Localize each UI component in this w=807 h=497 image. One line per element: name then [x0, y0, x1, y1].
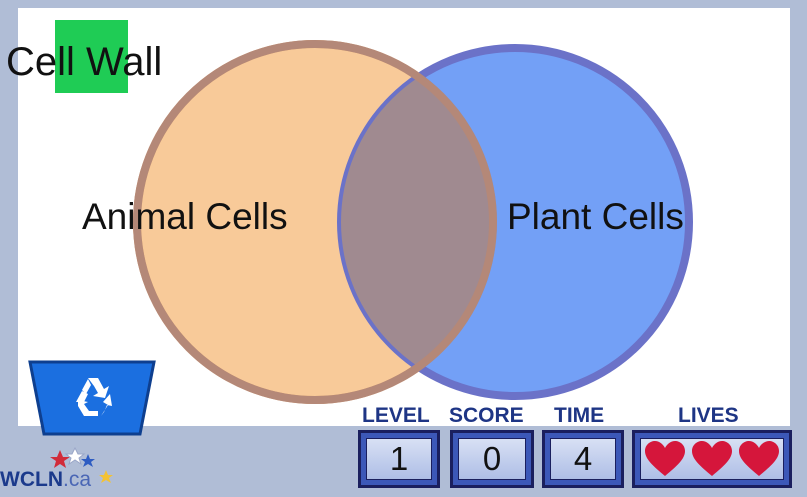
score-label: SCORE	[449, 404, 524, 427]
lives-box	[632, 430, 792, 488]
score-value: 0	[458, 438, 526, 480]
recycle-bin[interactable]	[28, 360, 156, 436]
heart-icon	[645, 441, 685, 476]
heart-icon	[692, 441, 732, 476]
recycle-icon	[76, 378, 112, 416]
overlap-region[interactable]	[341, 48, 689, 396]
drag-term-highlight[interactable]	[55, 20, 128, 93]
venn-diagram	[133, 40, 693, 404]
lives-hearts	[640, 438, 784, 480]
heart-icon	[739, 441, 779, 476]
wcln-logo	[50, 446, 113, 483]
wcln-logo-text: WCLN.ca	[0, 468, 91, 491]
level-box: 1	[358, 430, 440, 488]
time-value: 4	[550, 438, 616, 480]
time-box: 4	[542, 430, 624, 488]
animal-cells-label: Animal Cells	[82, 196, 288, 237]
level-label: LEVEL	[362, 404, 430, 427]
game-stage: Animal Cells Plant Cells	[18, 8, 790, 426]
lives-label: LIVES	[678, 404, 739, 427]
time-label: TIME	[554, 404, 605, 427]
plant-cells-label: Plant Cells	[507, 196, 684, 237]
level-value: 1	[366, 438, 432, 480]
drag-term[interactable]: Cell Wall	[6, 40, 163, 84]
score-box: 0	[450, 430, 534, 488]
